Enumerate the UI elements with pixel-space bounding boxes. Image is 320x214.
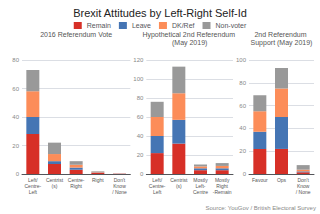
svg-text:80: 80 — [239, 80, 246, 86]
svg-text:Don't: Don't — [113, 177, 126, 183]
svg-text:20: 20 — [12, 143, 19, 149]
svg-text:Centre-: Centre- — [67, 177, 85, 183]
svg-text:Centrist: Centrist — [45, 177, 64, 183]
svg-text:Centre-: Centre- — [24, 183, 42, 189]
svg-text:2nd Referendum: 2nd Referendum — [254, 31, 308, 38]
svg-text:Support (May 2019): Support (May 2019) — [251, 39, 313, 47]
svg-text:100: 100 — [236, 57, 247, 63]
svg-text:Leave: Leave — [132, 22, 151, 29]
svg-text:80: 80 — [137, 95, 144, 101]
svg-text:40: 40 — [12, 114, 19, 120]
svg-text:2016 Referendum Vote: 2016 Referendum Vote — [40, 31, 112, 38]
svg-text:Mostly: Mostly — [214, 177, 230, 183]
svg-text:Source: YouGov / British Elect: Source: YouGov / British Electoral Surve… — [206, 205, 316, 211]
svg-text:60: 60 — [12, 86, 19, 92]
svg-text:Don't: Don't — [297, 177, 309, 183]
svg-text:Brexit Attitudes by Left-Right: Brexit Attitudes by Left-Right Self-Id — [73, 7, 247, 19]
svg-text:Right: Right — [216, 183, 228, 189]
svg-text:Favour: Favour — [252, 177, 268, 183]
svg-text:(s): (s) — [176, 183, 182, 189]
svg-text:0: 0 — [140, 171, 144, 177]
svg-text:20: 20 — [239, 148, 246, 154]
svg-text:Centre-: Centre- — [148, 183, 166, 189]
svg-text:/ None: / None — [112, 189, 127, 195]
svg-text:Centre: Centre — [193, 189, 208, 195]
svg-text:Left/: Left/ — [28, 177, 38, 183]
svg-text:40: 40 — [137, 133, 144, 139]
svg-text:Know: Know — [113, 183, 126, 189]
svg-text:Left/: Left/ — [152, 177, 162, 183]
svg-text:/ None: / None — [296, 189, 311, 195]
svg-text:Centrist: Centrist — [170, 177, 188, 183]
svg-text:Left-: Left- — [195, 183, 206, 189]
svg-text:Right: Right — [92, 177, 104, 183]
svg-text:60: 60 — [239, 103, 246, 109]
svg-text:100: 100 — [133, 76, 144, 82]
svg-text:Know: Know — [296, 183, 310, 189]
svg-text:80: 80 — [12, 57, 19, 63]
svg-text:Remain: Remain — [87, 22, 111, 29]
svg-text:-Remain: -Remain — [213, 189, 232, 195]
svg-text:20: 20 — [137, 152, 144, 158]
svg-text:(s): (s) — [52, 183, 58, 189]
svg-text:Left: Left — [29, 189, 38, 195]
svg-text:DK/Ref: DK/Ref — [172, 22, 195, 29]
svg-text:Left: Left — [153, 189, 162, 195]
svg-text:Mostly: Mostly — [193, 177, 208, 183]
svg-text:Hypothetical 2nd Referendum: Hypothetical 2nd Referendum — [142, 31, 237, 39]
svg-text:120: 120 — [133, 57, 144, 63]
svg-text:Right: Right — [70, 183, 82, 189]
svg-text:40: 40 — [239, 125, 246, 131]
svg-text:(May 2019): (May 2019) — [172, 39, 207, 47]
svg-text:0: 0 — [16, 171, 20, 177]
svg-text:Ops: Ops — [277, 177, 287, 183]
svg-text:0: 0 — [243, 171, 247, 177]
svg-text:Non-voter: Non-voter — [216, 22, 247, 29]
svg-text:60: 60 — [137, 114, 144, 120]
